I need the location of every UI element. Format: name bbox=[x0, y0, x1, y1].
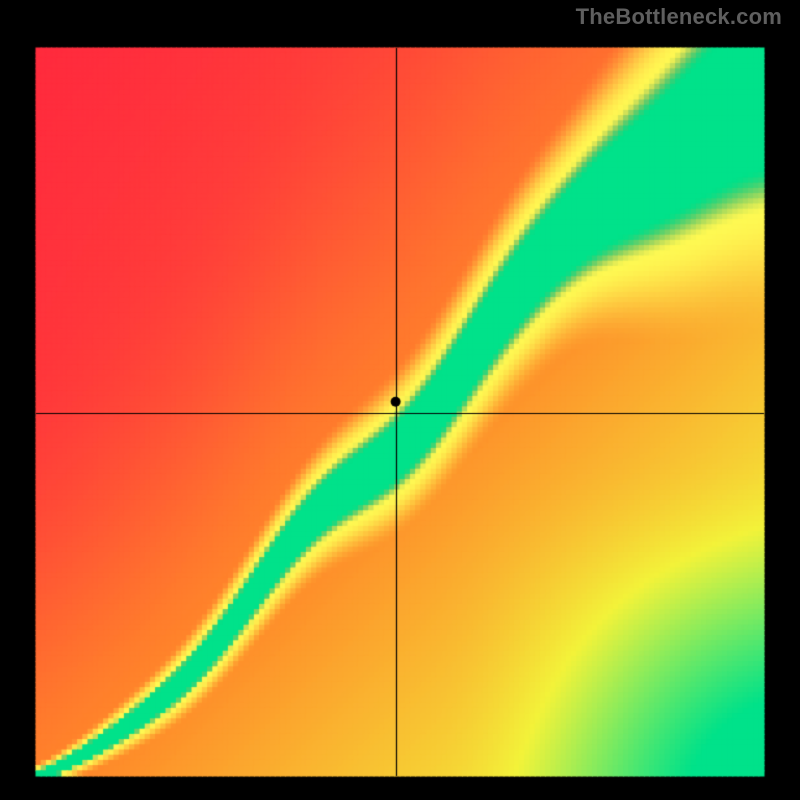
chart-container: TheBottleneck.com bbox=[0, 0, 800, 800]
watermark-text: TheBottleneck.com bbox=[576, 4, 782, 30]
overlay-canvas bbox=[0, 0, 800, 800]
